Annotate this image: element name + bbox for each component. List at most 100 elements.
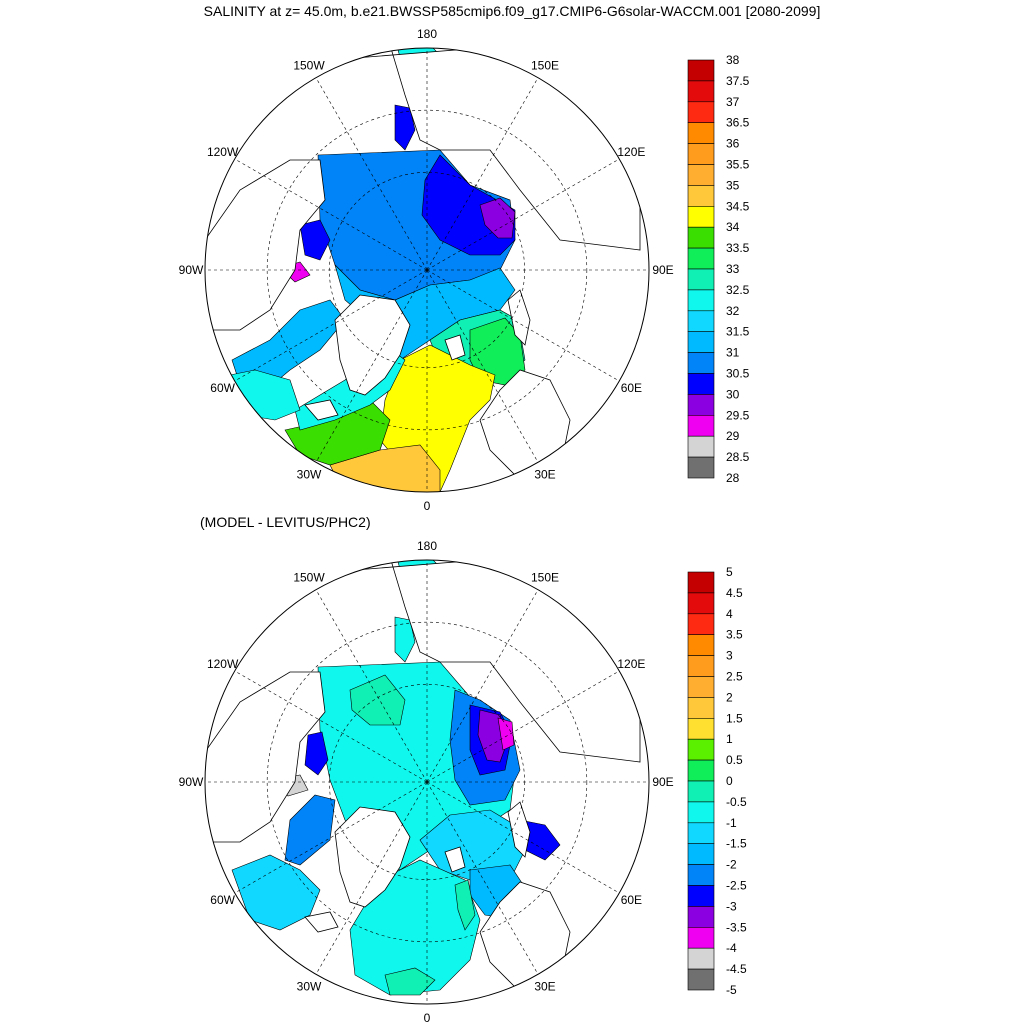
colorbar-tick-label: -2.5: [726, 879, 747, 893]
longitude-label: 60W: [210, 381, 235, 395]
colorbar-tick-label: 34: [726, 220, 740, 234]
colorbar-swatch: [687, 717, 715, 740]
region-archipelago: [299, 219, 331, 261]
colorbar-tick-label: 3.5: [726, 628, 743, 642]
landmass: [205, 560, 641, 993]
colorbar-tick-label: 33: [726, 262, 740, 276]
land-iceland: [304, 399, 339, 421]
land-greenland: [334, 806, 411, 908]
colorbar-tick-label: 35: [726, 178, 740, 192]
colorbar-swatch: [687, 759, 715, 782]
longitude-label: 60E: [621, 893, 642, 907]
map-border: [204, 559, 650, 1005]
region-nordic-seas: [349, 859, 481, 996]
colorbar-swatch: [687, 864, 715, 886]
colorbar-swatch: [687, 122, 715, 144]
latitude-circle: [266, 109, 588, 431]
colorbar-swatch: [687, 164, 715, 186]
longitude-label: 120E: [617, 145, 645, 159]
colorbar-tick-label: -5: [726, 983, 737, 997]
colorbar-tick-label: -0.5: [726, 795, 747, 809]
meridian-line: [234, 781, 428, 894]
meridian-line: [426, 269, 620, 382]
land-north-america: [205, 671, 326, 843]
meridian-line: [234, 670, 428, 783]
longitude-label: 150E: [531, 571, 559, 585]
colorbar-swatch: [687, 926, 715, 949]
colorbar-tick-label: -3: [726, 899, 737, 913]
longitude-label: 0: [424, 499, 431, 513]
colorbar-tick-label: 31: [726, 346, 740, 360]
colorbar-swatch: [687, 906, 715, 928]
graticule: [205, 48, 649, 492]
colorbar-tick-label: 37.5: [726, 74, 750, 88]
meridian-line: [315, 77, 428, 271]
longitude-label: 120E: [617, 657, 645, 671]
colorbar-tick-label: 4: [726, 607, 733, 621]
colorbar-tick-label: 4.5: [726, 586, 743, 600]
colorbar-swatch: [687, 247, 715, 270]
colorbar-swatch: [687, 59, 715, 82]
salinity-colorbar: 38 37.5 37 36.5 36 35.5 35 34.5 34 33.5 33 32.5 32 31…: [687, 53, 750, 485]
longitude-label: 30E: [534, 979, 555, 993]
meridian-line: [426, 269, 539, 463]
colorbar-tick-label: 30.5: [726, 367, 750, 381]
colorbar-swatch: [687, 435, 715, 458]
colorbar-tick-label: 0: [726, 774, 733, 788]
meridian-line: [426, 781, 620, 894]
latitude-circle: [266, 621, 588, 943]
colorbar-swatch: [687, 676, 715, 698]
land-novaya-zemlya: [507, 801, 531, 858]
colorbar-tick-label: 3: [726, 649, 733, 663]
colorbar-swatch: [687, 101, 715, 124]
longitude-label: 150W: [293, 571, 325, 585]
colorbar-tick-label: -1: [726, 816, 737, 830]
colorbar-tick-label: 34.5: [726, 199, 750, 213]
longitude-label: 30W: [297, 467, 322, 481]
difference-map: 180 150E 120E 90E 60E 30E 0 30W 60W 90W 120W 150W: [179, 539, 674, 1024]
longitude-label: 180: [417, 27, 437, 41]
colorbar-tick-label: 36: [726, 137, 740, 151]
longitude-label: 120W: [207, 657, 239, 671]
ocean-fill: [229, 48, 526, 492]
meridian-line: [426, 77, 539, 271]
longitude-label: 60W: [210, 893, 235, 907]
region-laptev-shelf: [479, 197, 516, 239]
colorbar-tick-label: -3.5: [726, 920, 747, 934]
colorbar-swatch: [687, 80, 715, 103]
longitude-label: 30W: [297, 979, 322, 993]
colorbar-swatch: [687, 780, 715, 803]
colorbar-tick-label: 33.5: [726, 241, 750, 255]
land-north-america: [205, 159, 326, 331]
colorbar-swatch: [687, 738, 715, 761]
colorbar-tick-label: 5: [726, 565, 733, 579]
longitude-label: 120W: [207, 145, 239, 159]
colorbar-tick-label: 35.5: [726, 158, 750, 172]
colorbar-tick-label: 28: [726, 471, 740, 485]
colorbar-swatch: [687, 655, 715, 677]
colorbar-swatch: [687, 185, 715, 207]
region-labrador-sea: [284, 794, 336, 866]
meridian-line: [234, 158, 428, 271]
colorbar-tick-label: 32: [726, 304, 740, 318]
colorbar-swatch: [687, 968, 715, 991]
meridian-line: [234, 269, 428, 382]
colorbar-tick-label: 37: [726, 95, 740, 109]
colorbar-swatch: [687, 310, 715, 332]
meridian-line: [426, 670, 620, 783]
land-svalbard: [444, 846, 466, 873]
colorbar-tick-label: 2.5: [726, 670, 743, 684]
colorbar-swatch: [687, 456, 715, 479]
meridian-line: [426, 781, 539, 975]
colorbar-swatch: [687, 843, 715, 865]
colorbar-swatch: [687, 947, 715, 970]
colorbar-swatch: [687, 697, 715, 719]
longitude-labels: 180 150E 120E 90E 60E 30E 0 30W 60W 90W 120W 150W: [179, 539, 674, 1024]
salinity-map: 180 150E 120E 90E 60E 30E 0 30W 60W 90W 120W 150W: [179, 27, 674, 513]
longitude-label: 30E: [534, 467, 555, 481]
colorbar-tick-label: 1: [726, 732, 733, 746]
colorbar-swatch: [687, 801, 715, 824]
colorbar-tick-label: 28.5: [726, 450, 750, 464]
colorbar-swatch: [687, 373, 715, 395]
colorbar-swatch: [687, 352, 715, 374]
